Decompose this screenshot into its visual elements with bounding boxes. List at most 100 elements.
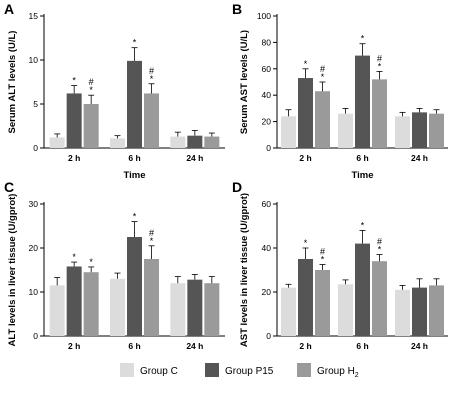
y-tick-label: 30 <box>29 199 39 209</box>
panel-letter: D <box>232 179 242 195</box>
bar-group-c-24h <box>170 136 186 148</box>
y-tick-label: 0 <box>33 331 38 341</box>
bar-group-c-24h <box>170 283 186 336</box>
bar-group-h2-6h <box>144 93 159 148</box>
y-tick-label: 15 <box>29 11 39 21</box>
significance-asterisk: * <box>304 238 308 248</box>
bar-group-p15-6h <box>127 60 142 148</box>
bar-group-c-2h <box>49 137 65 148</box>
x-tick-label: 2 h <box>299 341 311 351</box>
bar-group-h2-24h <box>429 113 444 148</box>
bar-group-p15-2h <box>66 266 82 336</box>
significance-asterisk: * <box>133 212 137 222</box>
significance-asterisk: * <box>72 252 76 262</box>
panel-letter: B <box>232 1 242 17</box>
y-axis-title: ALT levels in liver tissue (U/gprot) <box>7 194 18 347</box>
bar-group-h2-6h <box>372 79 387 148</box>
x-tick-label: 24 h <box>186 153 203 163</box>
legend-label-text: Group P15 <box>225 366 274 377</box>
y-tick-label: 60 <box>262 64 272 74</box>
y-tick-label: 60 <box>262 199 272 209</box>
bar-group-c-24h <box>395 289 410 336</box>
bar-group-h2-24h <box>204 136 220 148</box>
significance-asterisk: * <box>304 59 308 69</box>
bar-group-h2-24h <box>429 285 444 336</box>
x-tick-label: 6 h <box>356 153 368 163</box>
bar-group-p15-24h <box>412 287 427 336</box>
significance-asterisk: * <box>378 61 382 71</box>
bar-group-c-6h <box>338 284 353 336</box>
significance-asterisk: * <box>150 74 154 84</box>
y-tick-label: 0 <box>266 143 271 153</box>
bar-group-c-24h <box>395 116 410 148</box>
legend-label: Group H2 <box>317 366 359 379</box>
bar-group-h2-2h <box>315 270 330 336</box>
significance-asterisk: * <box>378 245 382 255</box>
x-tick-label: 24 h <box>411 153 428 163</box>
bar-group-h2-6h <box>372 261 387 336</box>
bar-group-p15-2h <box>298 259 313 336</box>
x-tick-label: 2 h <box>68 153 80 163</box>
significance-asterisk: * <box>361 220 365 230</box>
bar-group-c-6h <box>338 113 353 148</box>
significance-hash: # <box>149 66 154 76</box>
x-axis-title: Time <box>351 170 373 181</box>
x-tick-label: 24 h <box>186 341 203 351</box>
bar-group-h2-2h <box>83 272 99 336</box>
y-tick-label: 100 <box>257 11 271 21</box>
legend-item-group-c: Group C <box>120 363 178 377</box>
bar-group-p15-2h <box>66 93 82 148</box>
significance-asterisk: * <box>150 236 154 246</box>
significance-hash: # <box>377 53 382 63</box>
significance-hash: # <box>89 77 94 87</box>
bar-group-p15-24h <box>187 279 203 336</box>
y-tick-label: 20 <box>262 287 272 297</box>
bar-group-c-6h <box>110 278 125 336</box>
significance-asterisk: * <box>89 85 93 95</box>
significance-asterisk: * <box>321 255 325 265</box>
legend-swatch <box>297 363 311 377</box>
bar-group-c-2h <box>281 116 296 148</box>
x-tick-label: 2 h <box>68 341 80 351</box>
bar-group-p15-6h <box>127 237 142 336</box>
bar-group-c-2h <box>281 287 296 336</box>
legend-label-text: Group H <box>317 366 355 377</box>
bar-group-c-2h <box>49 285 65 336</box>
significance-asterisk: * <box>133 38 137 48</box>
figure-legend: Group C Group P15 Group H2 <box>120 363 359 379</box>
y-tick-label: 80 <box>262 37 272 47</box>
y-tick-label: 10 <box>29 55 39 65</box>
significance-asterisk: * <box>361 34 365 44</box>
significance-hash: # <box>377 237 382 247</box>
y-tick-label: 0 <box>33 143 38 153</box>
legend-label-subscript: 2 <box>355 372 359 379</box>
bar-group-h2-2h <box>315 91 330 148</box>
significance-asterisk: * <box>89 257 93 267</box>
y-tick-label: 10 <box>29 287 39 297</box>
significance-asterisk: * <box>321 72 325 82</box>
y-tick-label: 40 <box>262 243 272 253</box>
x-tick-label: 6 h <box>356 341 368 351</box>
panel-letter: C <box>4 179 14 195</box>
y-tick-label: 20 <box>29 243 39 253</box>
bar-group-p15-24h <box>412 112 427 148</box>
y-axis-title: Serum ALT levels (U/L) <box>7 31 18 134</box>
bar-group-p15-24h <box>187 135 203 148</box>
x-axis-title: Time <box>123 170 145 181</box>
bar-group-h2-24h <box>204 283 220 336</box>
y-tick-label: 20 <box>262 117 272 127</box>
legend-item-group-p15: Group P15 <box>205 363 274 377</box>
y-tick-label: 0 <box>266 331 271 341</box>
bar-group-c-6h <box>110 138 125 148</box>
x-tick-label: 6 h <box>128 341 140 351</box>
y-tick-label: 5 <box>33 99 38 109</box>
legend-label-text: Group C <box>140 366 178 377</box>
legend-label: Group P15 <box>225 366 274 377</box>
significance-hash: # <box>320 247 325 257</box>
y-axis-title: AST levels in liver tissue (U/gprot) <box>239 193 250 347</box>
legend-item-group-h2: Group H2 <box>297 363 359 379</box>
y-tick-label: 40 <box>262 90 272 100</box>
legend-label: Group C <box>140 366 178 377</box>
